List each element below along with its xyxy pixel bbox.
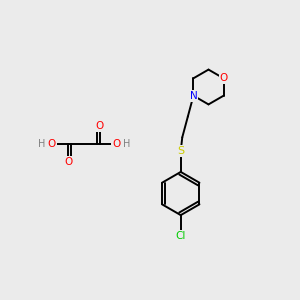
Text: O: O bbox=[64, 157, 73, 167]
Text: O: O bbox=[112, 139, 120, 149]
Text: O: O bbox=[95, 121, 104, 131]
Text: H: H bbox=[123, 139, 130, 149]
Text: O: O bbox=[48, 139, 56, 149]
Text: O: O bbox=[219, 73, 228, 83]
Text: H: H bbox=[38, 139, 45, 149]
Text: S: S bbox=[177, 146, 184, 156]
Text: N: N bbox=[190, 91, 197, 101]
Text: Cl: Cl bbox=[176, 231, 186, 241]
